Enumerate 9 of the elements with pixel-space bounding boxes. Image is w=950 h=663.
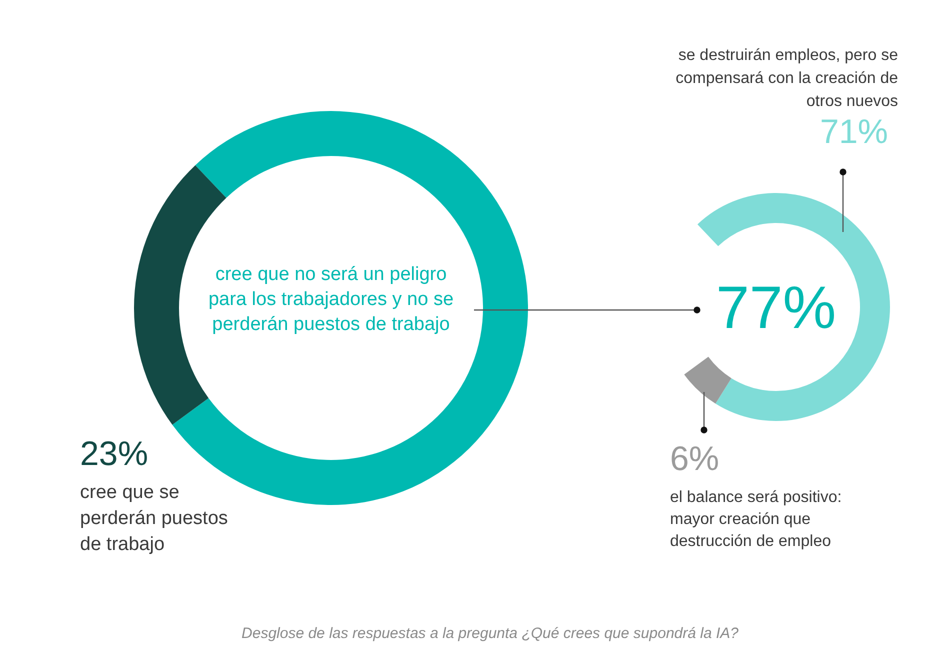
text: Desglose de las respuestas a la pregunta ¿Qué crees que supondrá la IA? (242, 625, 740, 642)
data-label: 77% (716, 274, 836, 341)
slice-label: cree que se perderán puestos de trabajo (80, 482, 228, 555)
slice-label: se destruirán empleos, pero se compensará con la creación de otros nuevos (676, 47, 898, 110)
slice-label: cree que no será un peligro para los trabajadores y no se perderán puestos de trabajo (208, 264, 454, 335)
slice-label: el balance será positivo: mayor creación que destrucción de empleo (670, 489, 842, 550)
data-label: 6% (670, 440, 720, 478)
data-label: 23% (80, 435, 148, 473)
data-label: 71% (820, 113, 888, 151)
